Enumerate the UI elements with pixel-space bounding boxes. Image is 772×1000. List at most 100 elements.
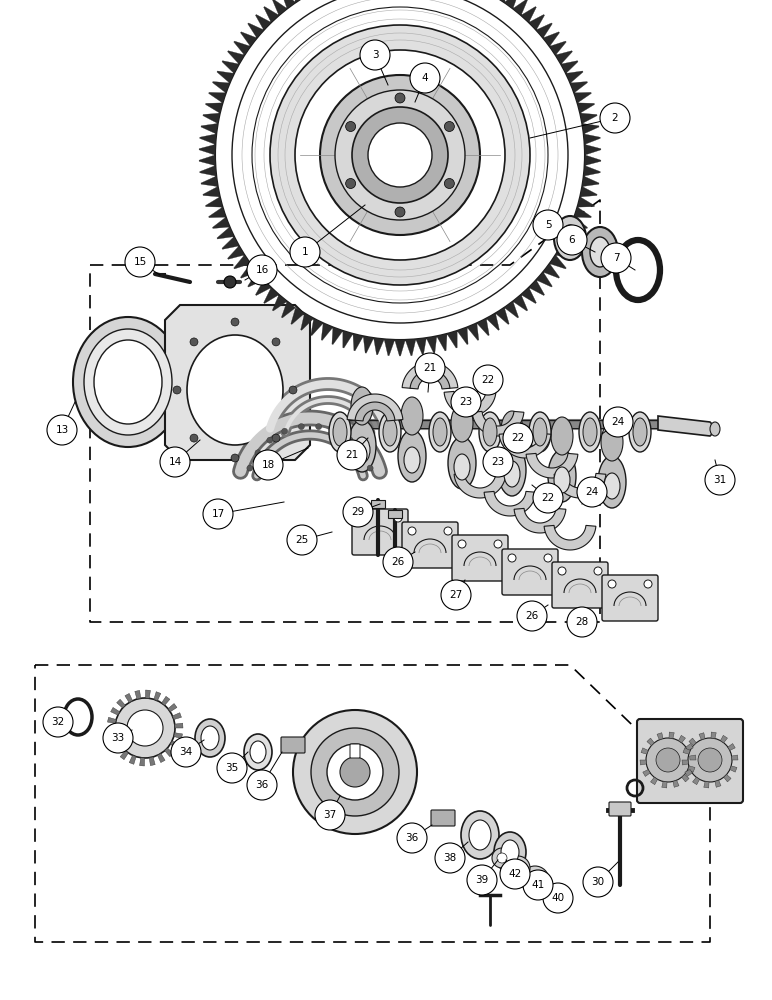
- Ellipse shape: [383, 418, 397, 446]
- Polygon shape: [679, 735, 686, 743]
- Ellipse shape: [479, 412, 501, 452]
- Polygon shape: [199, 155, 215, 166]
- Text: 35: 35: [225, 763, 239, 773]
- Polygon shape: [556, 246, 572, 259]
- Circle shape: [395, 93, 405, 103]
- Circle shape: [127, 710, 163, 746]
- Polygon shape: [402, 362, 458, 388]
- Text: 15: 15: [134, 257, 147, 267]
- Circle shape: [367, 465, 373, 471]
- Ellipse shape: [244, 734, 272, 770]
- Text: 40: 40: [551, 893, 564, 903]
- Text: 14: 14: [168, 457, 181, 467]
- Ellipse shape: [195, 719, 225, 757]
- FancyBboxPatch shape: [602, 575, 658, 621]
- Polygon shape: [347, 394, 403, 420]
- Ellipse shape: [329, 412, 351, 452]
- Polygon shape: [728, 744, 735, 750]
- Polygon shape: [561, 61, 578, 73]
- Polygon shape: [200, 134, 216, 144]
- Polygon shape: [566, 71, 583, 83]
- Circle shape: [203, 499, 233, 529]
- Ellipse shape: [604, 473, 620, 499]
- Ellipse shape: [404, 447, 420, 473]
- Polygon shape: [581, 187, 597, 197]
- Text: 25: 25: [296, 535, 309, 545]
- Circle shape: [247, 465, 253, 471]
- Text: 36: 36: [405, 833, 418, 843]
- Polygon shape: [107, 728, 115, 733]
- Polygon shape: [437, 334, 447, 351]
- Polygon shape: [584, 134, 601, 144]
- Polygon shape: [273, 295, 287, 311]
- Circle shape: [483, 447, 513, 477]
- Polygon shape: [543, 264, 560, 278]
- Ellipse shape: [354, 437, 370, 463]
- FancyBboxPatch shape: [352, 509, 408, 555]
- Polygon shape: [205, 197, 222, 207]
- Circle shape: [47, 415, 77, 445]
- Circle shape: [358, 514, 366, 522]
- Polygon shape: [571, 217, 587, 228]
- Circle shape: [543, 883, 573, 913]
- Circle shape: [287, 525, 317, 555]
- Text: 6: 6: [569, 235, 575, 245]
- Ellipse shape: [554, 467, 570, 493]
- Ellipse shape: [529, 412, 551, 452]
- Polygon shape: [647, 738, 655, 746]
- Polygon shape: [228, 51, 245, 64]
- Polygon shape: [154, 692, 161, 701]
- Polygon shape: [120, 751, 128, 760]
- Ellipse shape: [561, 225, 579, 251]
- Circle shape: [473, 365, 503, 395]
- Polygon shape: [264, 7, 279, 22]
- Circle shape: [435, 843, 465, 873]
- Ellipse shape: [433, 418, 447, 446]
- Polygon shape: [208, 207, 225, 218]
- Circle shape: [594, 567, 602, 575]
- Text: 29: 29: [351, 507, 364, 517]
- Polygon shape: [240, 32, 257, 46]
- Polygon shape: [561, 237, 578, 249]
- Polygon shape: [543, 32, 560, 46]
- Circle shape: [601, 243, 631, 273]
- Polygon shape: [537, 272, 552, 287]
- Polygon shape: [264, 288, 279, 303]
- Ellipse shape: [351, 387, 373, 425]
- Circle shape: [503, 423, 533, 453]
- Text: 41: 41: [531, 880, 544, 890]
- Circle shape: [327, 744, 383, 800]
- Ellipse shape: [601, 423, 623, 461]
- Polygon shape: [200, 166, 216, 176]
- Ellipse shape: [582, 227, 618, 277]
- Circle shape: [395, 207, 405, 217]
- Ellipse shape: [469, 820, 491, 850]
- Circle shape: [231, 454, 239, 462]
- Ellipse shape: [73, 317, 183, 447]
- Circle shape: [337, 440, 367, 470]
- Circle shape: [577, 477, 607, 507]
- Ellipse shape: [548, 450, 576, 502]
- Text: 34: 34: [179, 747, 193, 757]
- Circle shape: [445, 178, 455, 188]
- Text: 30: 30: [591, 877, 604, 887]
- Polygon shape: [689, 755, 696, 760]
- Polygon shape: [643, 770, 650, 776]
- Polygon shape: [730, 766, 737, 772]
- Polygon shape: [171, 741, 179, 749]
- Circle shape: [394, 514, 402, 522]
- Ellipse shape: [201, 726, 219, 750]
- Circle shape: [115, 698, 175, 758]
- Circle shape: [289, 386, 297, 394]
- Polygon shape: [149, 757, 155, 766]
- Circle shape: [557, 225, 587, 255]
- Circle shape: [346, 121, 356, 131]
- Polygon shape: [217, 71, 234, 83]
- Polygon shape: [544, 525, 596, 550]
- Polygon shape: [486, 313, 499, 330]
- Ellipse shape: [483, 418, 497, 446]
- Circle shape: [646, 738, 690, 782]
- Polygon shape: [692, 777, 699, 785]
- Polygon shape: [504, 0, 519, 8]
- Polygon shape: [321, 323, 333, 340]
